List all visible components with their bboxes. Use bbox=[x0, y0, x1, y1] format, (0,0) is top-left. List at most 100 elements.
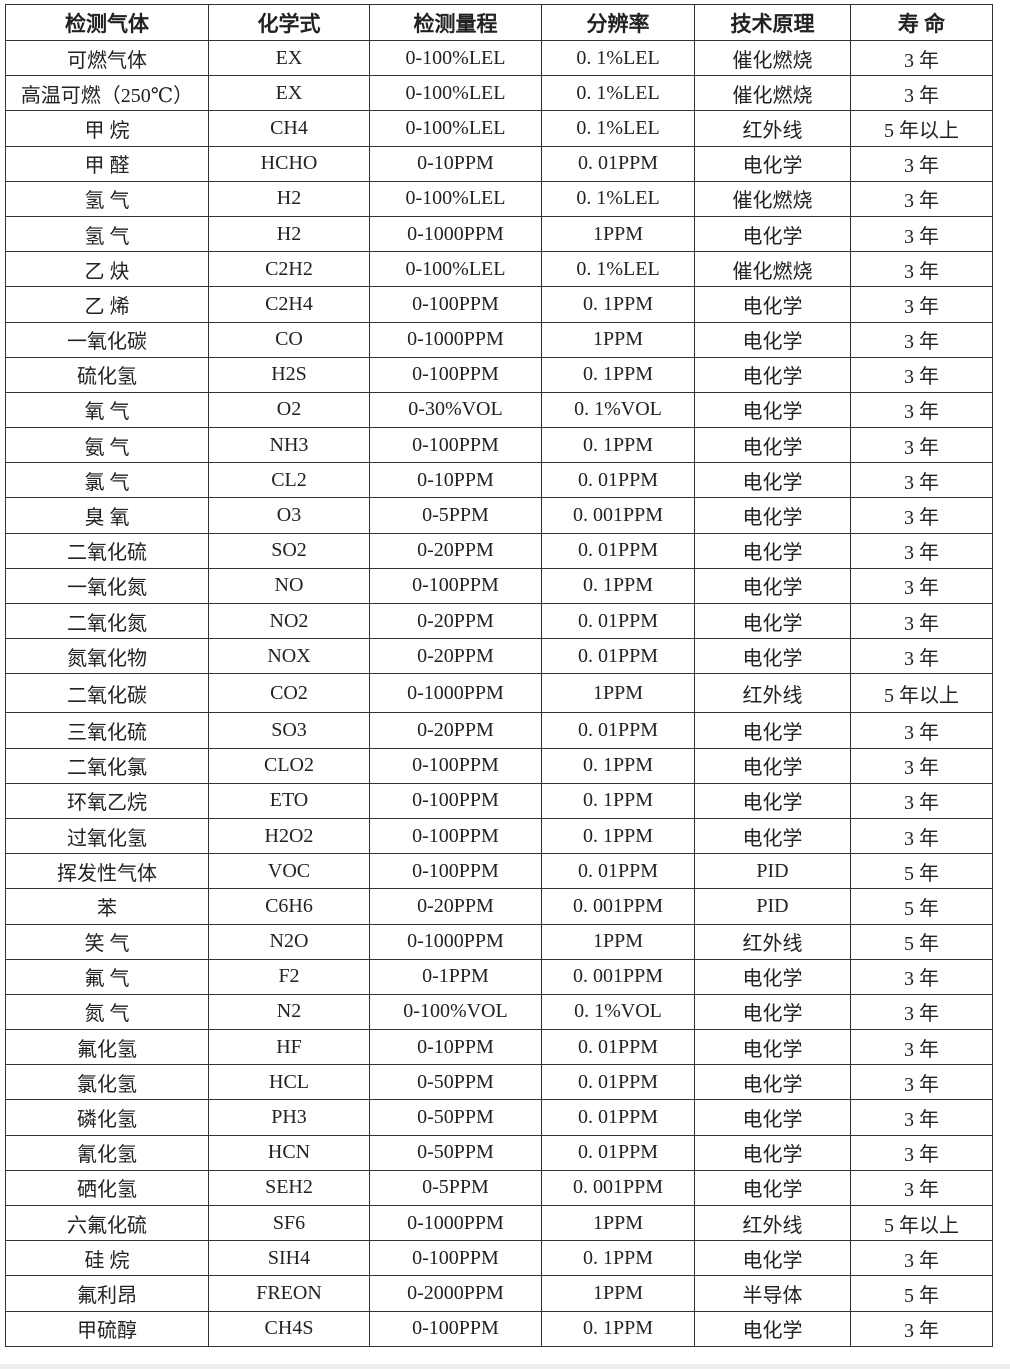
cell-resolution: 0. 01PPM bbox=[541, 1134, 695, 1171]
cell-lifespan: 3 年 bbox=[850, 356, 993, 393]
cell-range: 0-100PPM bbox=[369, 1240, 542, 1277]
cell-principle: 电化学 bbox=[694, 532, 851, 569]
cell-formula: SIH4 bbox=[208, 1240, 370, 1277]
cell-gas: 氯化氢 bbox=[5, 1064, 209, 1101]
cell-lifespan: 3 年 bbox=[850, 427, 993, 464]
cell-formula: EX bbox=[208, 39, 370, 77]
cell-lifespan: 3 年 bbox=[850, 782, 993, 819]
cell-resolution: 0. 01PPM bbox=[541, 145, 695, 182]
cell-gas: 硅 烷 bbox=[5, 1240, 209, 1277]
cell-formula: SEH2 bbox=[208, 1169, 370, 1207]
table-row: 硅 烷 SIH4 0-100PPM 0. 1PPM 电化学 3 年 bbox=[5, 1240, 993, 1277]
cell-lifespan: 3 年 bbox=[850, 638, 993, 675]
cell-range: 0-10PPM bbox=[369, 462, 542, 499]
cell-resolution: 0. 1PPM bbox=[541, 1310, 695, 1347]
cell-formula: HCL bbox=[208, 1064, 370, 1101]
cell-range: 0-5PPM bbox=[369, 497, 542, 534]
cell-resolution: 1PPM bbox=[541, 321, 695, 358]
cell-resolution: 1PPM bbox=[541, 923, 695, 960]
cell-resolution: 0. 01PPM bbox=[541, 602, 695, 640]
cell-principle: 催化燃烧 bbox=[694, 180, 851, 217]
cell-principle: 电化学 bbox=[694, 145, 851, 182]
cell-resolution: 0. 1%LEL bbox=[541, 75, 695, 112]
cell-gas: 六氟化硫 bbox=[5, 1204, 209, 1242]
cell-formula: CLO2 bbox=[208, 747, 370, 784]
table-row: 氟化氢 HF 0-10PPM 0. 01PPM 电化学 3 年 bbox=[5, 1029, 993, 1066]
cell-resolution: 0. 01PPM bbox=[541, 638, 695, 675]
cell-principle: 电化学 bbox=[694, 1099, 851, 1136]
cell-formula: HCN bbox=[208, 1134, 370, 1171]
cell-gas: 二氧化氮 bbox=[5, 602, 209, 640]
cell-resolution: 0. 001PPM bbox=[541, 888, 695, 925]
cell-resolution: 0. 01PPM bbox=[541, 1029, 695, 1066]
cell-range: 0-20PPM bbox=[369, 602, 542, 640]
cell-lifespan: 5 年 bbox=[850, 923, 993, 960]
cell-lifespan: 3 年 bbox=[850, 1064, 993, 1101]
cell-resolution: 0. 1PPM bbox=[541, 782, 695, 819]
cell-formula: H2O2 bbox=[208, 817, 370, 855]
cell-gas: 氨 气 bbox=[5, 427, 209, 464]
cell-formula: HF bbox=[208, 1029, 370, 1066]
cell-gas: 可燃气体 bbox=[5, 39, 209, 77]
header-range: 检测量程 bbox=[369, 4, 542, 41]
table-row: 高温可燃（250℃） EX 0-100%LEL 0. 1%LEL 催化燃烧 3 年 bbox=[5, 75, 993, 112]
cell-lifespan: 5 年以上 bbox=[850, 110, 993, 147]
cell-principle: 电化学 bbox=[694, 1310, 851, 1347]
cell-lifespan: 5 年 bbox=[850, 1275, 993, 1312]
cell-resolution: 1PPM bbox=[541, 1275, 695, 1312]
cell-gas: 挥发性气体 bbox=[5, 853, 209, 890]
cell-gas: 苯 bbox=[5, 888, 209, 925]
cell-gas: 氢 气 bbox=[5, 215, 209, 253]
cell-principle: 电化学 bbox=[694, 1064, 851, 1101]
cell-resolution: 0. 1PPM bbox=[541, 567, 695, 605]
table-row: 氟 气 F2 0-1PPM 0. 001PPM 电化学 3 年 bbox=[5, 958, 993, 995]
cell-lifespan: 3 年 bbox=[850, 1099, 993, 1136]
cell-lifespan: 5 年以上 bbox=[850, 1204, 993, 1242]
cell-lifespan: 3 年 bbox=[850, 958, 993, 995]
table-row: 臭 氧 O3 0-5PPM 0. 001PPM 电化学 3 年 bbox=[5, 497, 993, 534]
cell-resolution: 0. 1%VOL bbox=[541, 391, 695, 429]
cell-formula: SF6 bbox=[208, 1204, 370, 1242]
cell-gas: 甲 烷 bbox=[5, 110, 209, 147]
cell-principle: 电化学 bbox=[694, 462, 851, 499]
cell-resolution: 0. 01PPM bbox=[541, 462, 695, 499]
header-row: 检测气体 化学式 检测量程 分辨率 技术原理 寿 命 bbox=[5, 4, 993, 41]
cell-resolution: 0. 1PPM bbox=[541, 356, 695, 393]
cell-lifespan: 3 年 bbox=[850, 817, 993, 855]
cell-gas: 氟 气 bbox=[5, 958, 209, 995]
cell-principle: 催化燃烧 bbox=[694, 251, 851, 288]
cell-resolution: 1PPM bbox=[541, 673, 695, 714]
table-row: 甲硫醇 CH4S 0-100PPM 0. 1PPM 电化学 3 年 bbox=[5, 1310, 993, 1347]
cell-gas: 硫化氢 bbox=[5, 356, 209, 393]
table-row: 甲 烷 CH4 0-100%LEL 0. 1%LEL 红外线 5 年以上 bbox=[5, 110, 993, 147]
cell-resolution: 0. 1%VOL bbox=[541, 993, 695, 1031]
cell-formula: PH3 bbox=[208, 1099, 370, 1136]
cell-principle: 电化学 bbox=[694, 747, 851, 784]
cell-range: 0-50PPM bbox=[369, 1064, 542, 1101]
table-row: 氢 气 H2 0-100%LEL 0. 1%LEL 催化燃烧 3 年 bbox=[5, 180, 993, 217]
cell-gas: 过氧化氢 bbox=[5, 817, 209, 855]
cell-formula: VOC bbox=[208, 853, 370, 890]
cell-principle: 电化学 bbox=[694, 782, 851, 819]
cell-resolution: 0. 1PPM bbox=[541, 286, 695, 323]
cell-formula: N2O bbox=[208, 923, 370, 960]
cell-formula: CH4 bbox=[208, 110, 370, 147]
cell-range: 0-100%LEL bbox=[369, 251, 542, 288]
cell-range: 0-100PPM bbox=[369, 286, 542, 323]
cell-gas: 一氧化碳 bbox=[5, 321, 209, 358]
cell-range: 0-100PPM bbox=[369, 747, 542, 784]
cell-formula: ETO bbox=[208, 782, 370, 819]
cell-resolution: 0. 1PPM bbox=[541, 427, 695, 464]
cell-lifespan: 3 年 bbox=[850, 391, 993, 429]
cell-resolution: 1PPM bbox=[541, 1204, 695, 1242]
cell-lifespan: 3 年 bbox=[850, 1029, 993, 1066]
cell-gas: 甲硫醇 bbox=[5, 1310, 209, 1347]
table-row: 笑 气 N2O 0-1000PPM 1PPM 红外线 5 年 bbox=[5, 923, 993, 960]
cell-lifespan: 3 年 bbox=[850, 532, 993, 569]
table-row: 六氟化硫 SF6 0-1000PPM 1PPM 红外线 5 年以上 bbox=[5, 1204, 993, 1242]
table-row: 二氧化硫 SO2 0-20PPM 0. 01PPM 电化学 3 年 bbox=[5, 532, 993, 569]
table-row: 一氧化碳 CO 0-1000PPM 1PPM 电化学 3 年 bbox=[5, 321, 993, 358]
table-row: 苯 C6H6 0-20PPM 0. 001PPM PID 5 年 bbox=[5, 888, 993, 925]
cell-lifespan: 3 年 bbox=[850, 747, 993, 784]
table-row: 氟利昂 FREON 0-2000PPM 1PPM 半导体 5 年 bbox=[5, 1275, 993, 1312]
